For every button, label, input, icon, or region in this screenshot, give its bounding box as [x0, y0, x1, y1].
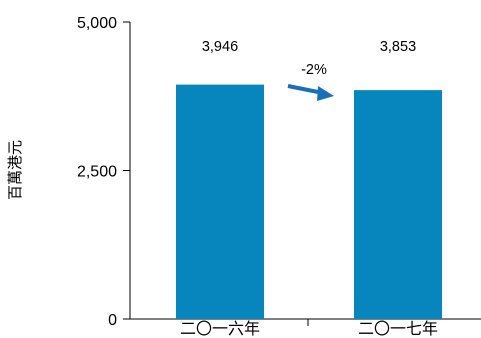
- bars-group: [176, 84, 442, 319]
- y-tick-label: 2,500: [77, 164, 117, 181]
- y-axis-title: 百萬港元: [7, 140, 24, 200]
- x-tick-label: 二〇一七年: [358, 320, 438, 338]
- y-tick-label: 5,000: [77, 15, 117, 32]
- bar: [354, 90, 442, 319]
- data-labels-group: 3,946 3,853: [202, 39, 416, 55]
- bar-value-label: 3,853: [380, 39, 416, 55]
- change-arrow-icon: [287, 84, 334, 101]
- y-tick-label: 0: [108, 312, 117, 329]
- x-axis-ticks: 二〇一六年 二〇一七年: [180, 319, 438, 338]
- x-tick-label: 二〇一六年: [180, 320, 260, 338]
- y-axis-ticks: 0 2,500 5,000: [77, 15, 130, 329]
- bar-value-label: 3,946: [202, 39, 238, 55]
- bar: [176, 84, 264, 319]
- change-annotation-label: -2%: [301, 62, 327, 78]
